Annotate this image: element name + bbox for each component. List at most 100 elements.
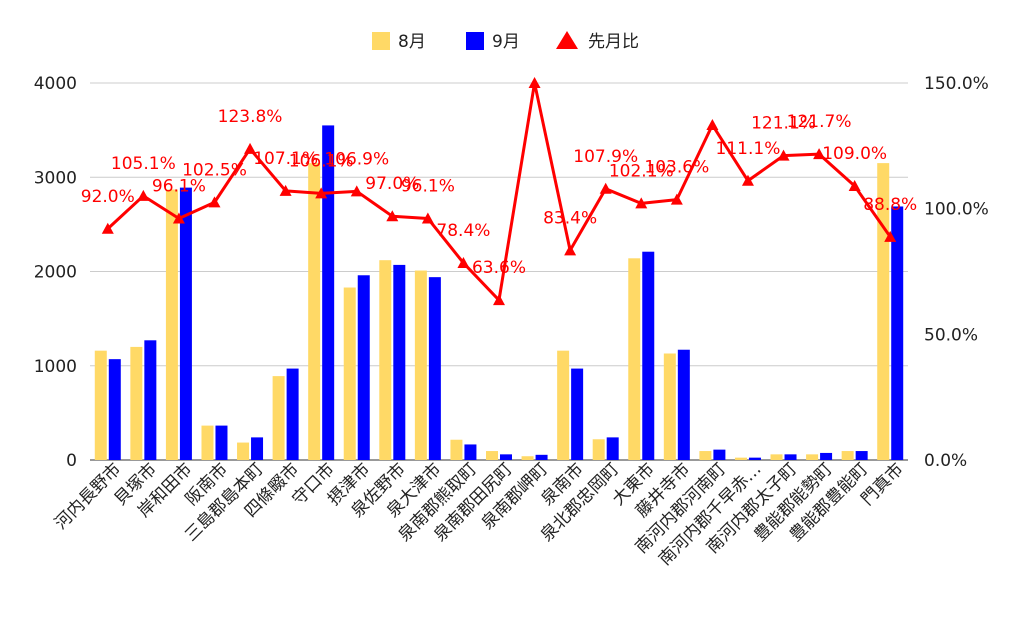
ratio-marker xyxy=(564,244,577,256)
ratio-data-label: 107.9% xyxy=(573,147,638,167)
ratio-data-label: 121.1% xyxy=(751,114,816,134)
bar-aug xyxy=(806,454,819,460)
ratio-marker xyxy=(101,222,114,234)
bar-sep xyxy=(215,425,228,460)
bar-sep xyxy=(784,454,797,460)
bar-aug xyxy=(272,376,285,460)
ratio-data-label: 102.1% xyxy=(609,161,674,181)
ratio-marker xyxy=(848,180,861,192)
ratio-data-label: 96.1% xyxy=(152,176,206,196)
bars xyxy=(94,125,904,461)
data-labels: 92.0%105.1%96.1%102.5%123.8%107.1%106.1%… xyxy=(81,107,917,278)
ratio-marker xyxy=(884,230,897,242)
legend-swatch-sep xyxy=(466,32,484,50)
bar-aug xyxy=(592,439,605,460)
ratio-marker xyxy=(777,149,790,161)
bar-aug xyxy=(130,346,143,460)
ratio-data-label: 106.9% xyxy=(324,149,389,169)
ratio-marker xyxy=(457,256,470,268)
ratio-marker xyxy=(670,193,683,205)
legend-label-ratio: 先月比 xyxy=(588,32,639,52)
bar-sep xyxy=(144,340,157,460)
y-right-tick-label: 150.0% xyxy=(924,74,989,94)
bar-aug xyxy=(699,451,712,460)
x-axis-labels: 河内長野市貝塚市岸和田市阪南市三島郡島本町四條畷市守口市摂津市泉佐野市泉大津市泉… xyxy=(51,459,908,569)
ratio-data-label: 63.6% xyxy=(472,258,526,278)
y-left-tick-label: 1000 xyxy=(34,357,77,377)
bar-aug xyxy=(877,163,890,461)
ratio-data-label: 88.8% xyxy=(863,195,917,215)
bar-aug xyxy=(237,442,250,460)
bar-aug xyxy=(628,258,641,460)
ratio-marker xyxy=(421,212,434,224)
legend: 8月 9月 先月比 xyxy=(372,31,639,52)
bar-aug xyxy=(94,350,107,460)
ratio-data-label: 83.4% xyxy=(543,208,597,228)
ratio-marker xyxy=(386,210,399,222)
ratio-marker xyxy=(635,197,648,209)
ratio-marker xyxy=(706,118,719,130)
ratio-marker xyxy=(599,182,612,194)
ratio-data-label: 103.6% xyxy=(644,158,709,178)
ratio-data-label: 111.1% xyxy=(716,139,781,159)
ratio-marker xyxy=(279,184,292,196)
bar-sep xyxy=(500,454,512,460)
ratio-data-label: 106.1% xyxy=(289,151,354,171)
ratio-data-label: 96.1% xyxy=(401,176,455,196)
y-left-tick-label: 2000 xyxy=(34,263,77,283)
legend-label-aug: 8月 xyxy=(398,32,426,52)
bar-aug xyxy=(450,439,463,460)
bar-sep xyxy=(179,187,192,460)
y-left-tick-label: 0 xyxy=(66,451,77,471)
bar-aug xyxy=(201,425,214,460)
ratio-marker xyxy=(493,294,505,306)
ratio-data-label: 102.5% xyxy=(182,160,247,180)
bar-aug xyxy=(414,270,427,460)
bar-sep xyxy=(322,125,335,460)
ratio-marker xyxy=(137,189,150,201)
bar-sep xyxy=(642,251,655,460)
legend-marker-ratio xyxy=(556,31,578,49)
bar-aug xyxy=(486,451,498,460)
bar-aug xyxy=(343,287,356,460)
ratio-data-label: 109.0% xyxy=(822,144,887,164)
ratio-data-label: 78.4% xyxy=(436,221,490,241)
bar-aug xyxy=(841,451,854,460)
ratio-data-label: 123.8% xyxy=(218,107,283,127)
legend-swatch-aug xyxy=(372,32,390,50)
bar-sep xyxy=(428,277,441,460)
bar-sep xyxy=(464,444,477,460)
bar-aug xyxy=(770,454,783,460)
bar-sep xyxy=(108,359,121,460)
ratio-marker xyxy=(350,185,363,197)
y-left-tick-label: 3000 xyxy=(34,168,77,188)
bar-aug xyxy=(663,353,676,460)
ratio-data-label: 121.7% xyxy=(787,112,852,132)
bar-sep xyxy=(713,449,726,460)
bar-sep xyxy=(606,437,619,460)
y-left-tick-label: 4000 xyxy=(34,74,77,94)
bar-sep xyxy=(571,368,584,460)
bar-aug xyxy=(557,350,570,460)
bar-aug xyxy=(379,260,392,460)
legend-label-sep: 9月 xyxy=(492,32,520,52)
ratio-marker xyxy=(172,212,185,224)
bar-aug xyxy=(734,457,747,460)
ratio-line xyxy=(101,77,897,306)
bar-aug xyxy=(521,456,534,460)
ratio-data-label: 97.0% xyxy=(365,174,419,194)
ratio-marker xyxy=(528,77,541,88)
bar-sep xyxy=(286,368,299,460)
bar-sep xyxy=(820,452,833,460)
bar-sep xyxy=(357,275,370,460)
bar-sep xyxy=(855,451,868,460)
ratio-marker xyxy=(315,187,328,199)
bar-sep xyxy=(748,457,761,460)
y-right-tick-label: 50.0% xyxy=(924,325,978,345)
ratio-marker xyxy=(244,142,257,154)
bar-aug xyxy=(165,189,178,460)
bar-aug xyxy=(308,163,321,461)
ratio-data-label: 107.1% xyxy=(253,149,318,169)
bar-sep xyxy=(393,264,406,460)
